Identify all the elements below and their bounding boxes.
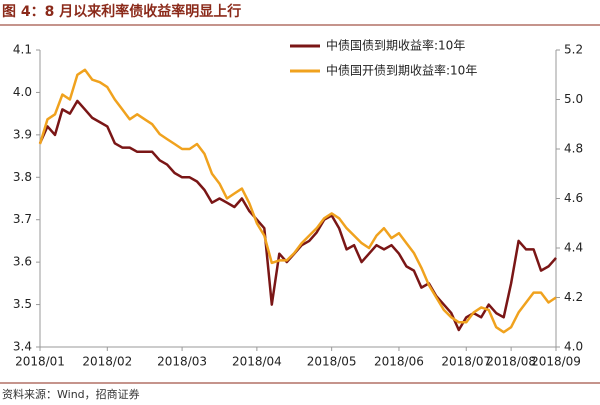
y-tick-label: 4.0: [13, 85, 32, 99]
x-tick-label: 2018/02: [82, 355, 132, 369]
y2-tick-label: 4.2: [564, 290, 583, 304]
y-tick-label: 3.7: [13, 212, 32, 226]
y2-tick-label: 4.0: [564, 340, 583, 354]
x-tick-label: 2018/06: [374, 355, 424, 369]
legend-label: 中债国开债到期收益率:10年: [326, 63, 477, 78]
x-tick-label: 2018/04: [232, 355, 282, 369]
y2-tick-label: 4.4: [564, 241, 583, 255]
x-tick-label: 2018/07: [441, 355, 491, 369]
x-tick-label: 2018/09: [531, 355, 581, 369]
chart-title: 图 4：8 月以来利率债收益率明显上行: [2, 3, 241, 20]
y-tick-label: 3.9: [13, 127, 32, 141]
y2-tick-label: 5.2: [564, 43, 583, 57]
y-tick-label: 3.8: [13, 170, 32, 184]
x-tick-label: 2018/05: [307, 355, 357, 369]
y-tick-label: 3.4: [13, 340, 32, 354]
y-tick-label: 3.6: [13, 255, 32, 269]
series-line: [38, 99, 557, 332]
y-tick-label: 3.5: [13, 297, 32, 311]
x-tick-label: 2018/08: [486, 355, 536, 369]
y2-tick-label: 5.0: [564, 92, 583, 106]
x-tick-label: 2018/01: [15, 355, 65, 369]
y-tick-label: 4.1: [13, 43, 32, 57]
y2-tick-label: 4.6: [564, 191, 583, 205]
source: 资料来源：Wind，招商证券: [2, 387, 140, 401]
y2-tick-label: 4.8: [564, 142, 583, 156]
legend-label: 中债国债到期收益率:10年: [326, 38, 465, 53]
x-tick-label: 2018/03: [157, 355, 207, 369]
series-line: [38, 68, 557, 334]
